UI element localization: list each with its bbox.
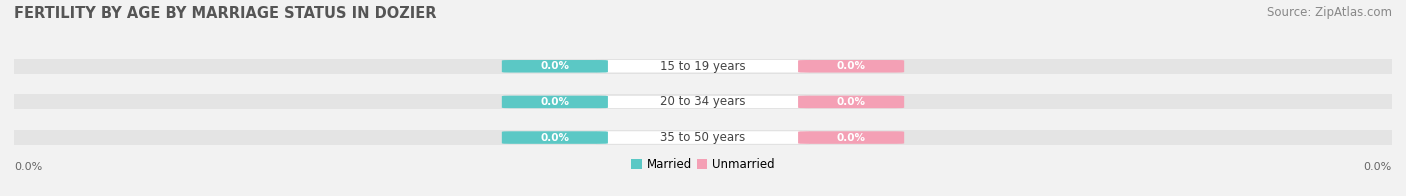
FancyBboxPatch shape — [596, 131, 810, 144]
FancyBboxPatch shape — [502, 131, 607, 144]
FancyBboxPatch shape — [596, 95, 810, 109]
Legend: Married, Unmarried: Married, Unmarried — [627, 153, 779, 176]
Text: 0.0%: 0.0% — [1364, 162, 1392, 172]
Text: 0.0%: 0.0% — [14, 162, 42, 172]
Text: 35 to 50 years: 35 to 50 years — [661, 131, 745, 144]
Text: 0.0%: 0.0% — [837, 61, 866, 71]
FancyBboxPatch shape — [502, 60, 607, 73]
FancyBboxPatch shape — [799, 96, 904, 108]
FancyBboxPatch shape — [596, 60, 810, 73]
FancyBboxPatch shape — [502, 96, 607, 108]
Text: 0.0%: 0.0% — [540, 132, 569, 142]
Bar — [14, 94, 1392, 109]
Text: FERTILITY BY AGE BY MARRIAGE STATUS IN DOZIER: FERTILITY BY AGE BY MARRIAGE STATUS IN D… — [14, 6, 436, 21]
Text: 20 to 34 years: 20 to 34 years — [661, 95, 745, 108]
Text: Source: ZipAtlas.com: Source: ZipAtlas.com — [1267, 6, 1392, 19]
FancyBboxPatch shape — [799, 131, 904, 144]
Text: 0.0%: 0.0% — [540, 61, 569, 71]
Bar — [14, 130, 1392, 145]
FancyBboxPatch shape — [799, 60, 904, 73]
Text: 0.0%: 0.0% — [837, 97, 866, 107]
Bar — [14, 59, 1392, 74]
Text: 15 to 19 years: 15 to 19 years — [661, 60, 745, 73]
Text: 0.0%: 0.0% — [837, 132, 866, 142]
Text: 0.0%: 0.0% — [540, 97, 569, 107]
